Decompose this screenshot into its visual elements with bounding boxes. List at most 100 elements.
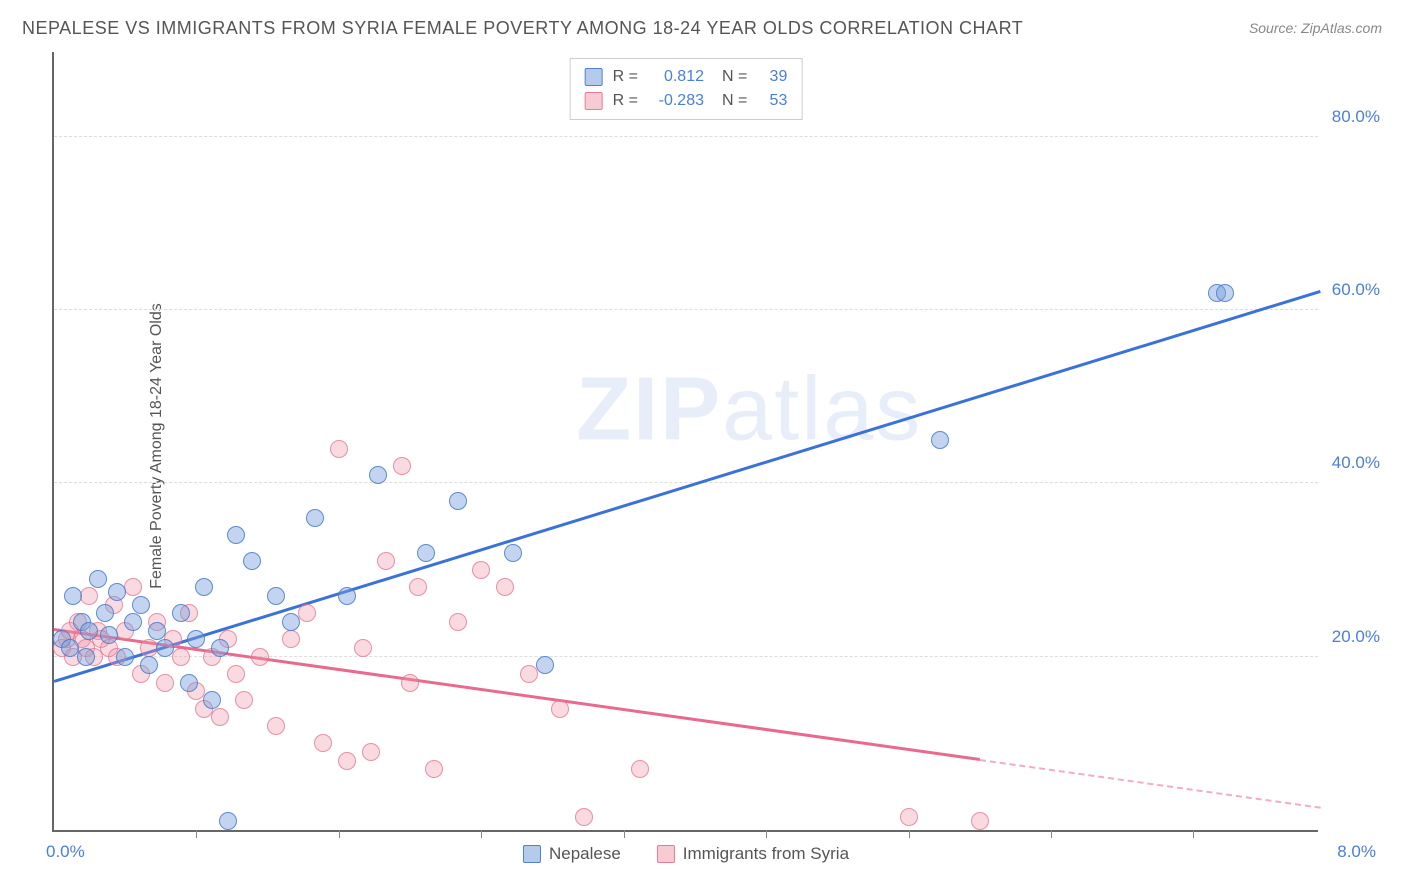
- source-name: ZipAtlas.com: [1301, 20, 1382, 36]
- scatter-point-nepalese: [140, 656, 158, 674]
- scatter-point-syria: [377, 552, 395, 570]
- scatter-point-syria: [362, 743, 380, 761]
- scatter-point-syria: [900, 808, 918, 826]
- scatter-point-syria: [267, 717, 285, 735]
- source-label: Source:: [1249, 20, 1301, 36]
- legend-label-syria: Immigrants from Syria: [683, 844, 849, 864]
- swatch-pink: [585, 92, 603, 110]
- scatter-point-syria: [425, 760, 443, 778]
- scatter-point-syria: [449, 613, 467, 631]
- n-value-nepalese: 39: [757, 65, 787, 89]
- scatter-point-syria: [124, 578, 142, 596]
- scatter-point-nepalese: [96, 604, 114, 622]
- trend-line: [54, 290, 1321, 682]
- x-origin-label: 0.0%: [46, 842, 85, 862]
- scatter-point-nepalese: [100, 626, 118, 644]
- scatter-point-nepalese: [338, 587, 356, 605]
- ytick-label: 60.0%: [1332, 280, 1380, 300]
- swatch-pink: [657, 845, 675, 863]
- gridline-h: [54, 309, 1318, 310]
- scatter-point-syria: [211, 708, 229, 726]
- scatter-point-nepalese: [267, 587, 285, 605]
- xtick: [766, 830, 767, 838]
- scatter-point-nepalese: [243, 552, 261, 570]
- stat-row-syria: R = -0.283 N = 53: [585, 89, 788, 113]
- scatter-point-nepalese: [116, 648, 134, 666]
- scatter-point-syria: [409, 578, 427, 596]
- scatter-point-syria: [156, 674, 174, 692]
- chart-title: NEPALESE VS IMMIGRANTS FROM SYRIA FEMALE…: [22, 18, 1023, 39]
- scatter-point-syria: [472, 561, 490, 579]
- scatter-point-nepalese: [148, 622, 166, 640]
- scatter-point-syria: [251, 648, 269, 666]
- xtick: [624, 830, 625, 838]
- scatter-point-syria: [282, 630, 300, 648]
- scatter-point-nepalese: [108, 583, 126, 601]
- stat-row-nepalese: R = 0.812 N = 39: [585, 65, 788, 89]
- r-value-syria: -0.283: [648, 89, 704, 113]
- scatter-point-nepalese: [219, 812, 237, 830]
- correlation-stats-legend: R = 0.812 N = 39 R = -0.283 N = 53: [570, 58, 803, 120]
- source-attribution: Source: ZipAtlas.com: [1249, 20, 1382, 36]
- x-max-label: 8.0%: [1337, 842, 1376, 862]
- scatter-point-syria: [314, 734, 332, 752]
- scatter-point-nepalese: [156, 639, 174, 657]
- scatter-point-nepalese: [417, 544, 435, 562]
- scatter-point-nepalese: [1216, 284, 1234, 302]
- swatch-blue: [523, 845, 541, 863]
- scatter-point-nepalese: [211, 639, 229, 657]
- scatter-point-nepalese: [80, 622, 98, 640]
- xtick: [481, 830, 482, 838]
- scatter-point-syria: [393, 457, 411, 475]
- scatter-point-nepalese: [306, 509, 324, 527]
- scatter-point-nepalese: [187, 630, 205, 648]
- scatter-point-syria: [631, 760, 649, 778]
- trend-line: [980, 759, 1321, 809]
- gridline-h: [54, 136, 1318, 137]
- scatter-point-syria: [551, 700, 569, 718]
- scatter-point-syria: [235, 691, 253, 709]
- ytick-label: 20.0%: [1332, 627, 1380, 647]
- ytick-label: 40.0%: [1332, 453, 1380, 473]
- legend-label-nepalese: Nepalese: [549, 844, 621, 864]
- xtick: [1193, 830, 1194, 838]
- scatter-point-nepalese: [132, 596, 150, 614]
- scatter-point-nepalese: [536, 656, 554, 674]
- r-value-nepalese: 0.812: [648, 65, 704, 89]
- scatter-point-syria: [338, 752, 356, 770]
- scatter-point-syria: [172, 648, 190, 666]
- scatter-point-syria: [80, 587, 98, 605]
- scatter-point-syria: [354, 639, 372, 657]
- n-label: N =: [722, 65, 747, 89]
- scatter-point-nepalese: [195, 578, 213, 596]
- xtick: [339, 830, 340, 838]
- scatter-point-syria: [330, 440, 348, 458]
- scatter-point-nepalese: [369, 466, 387, 484]
- scatter-point-syria: [575, 808, 593, 826]
- xtick: [1051, 830, 1052, 838]
- legend-item-syria: Immigrants from Syria: [657, 844, 849, 864]
- chart-plot-area: ZIPatlas R = 0.812 N = 39 R = -0.283 N =…: [52, 52, 1318, 832]
- scatter-point-nepalese: [180, 674, 198, 692]
- scatter-point-nepalese: [504, 544, 522, 562]
- r-label: R =: [613, 89, 638, 113]
- scatter-point-nepalese: [203, 691, 221, 709]
- scatter-point-nepalese: [449, 492, 467, 510]
- gridline-h: [54, 482, 1318, 483]
- swatch-blue: [585, 68, 603, 86]
- xtick: [909, 830, 910, 838]
- scatter-point-syria: [401, 674, 419, 692]
- scatter-point-nepalese: [931, 431, 949, 449]
- scatter-point-syria: [298, 604, 316, 622]
- xtick: [196, 830, 197, 838]
- scatter-point-nepalese: [172, 604, 190, 622]
- scatter-point-nepalese: [227, 526, 245, 544]
- watermark: ZIPatlas: [576, 358, 922, 461]
- n-value-syria: 53: [757, 89, 787, 113]
- scatter-point-syria: [971, 812, 989, 830]
- scatter-point-nepalese: [124, 613, 142, 631]
- ytick-label: 80.0%: [1332, 107, 1380, 127]
- watermark-bold: ZIP: [576, 359, 722, 459]
- r-label: R =: [613, 65, 638, 89]
- scatter-point-nepalese: [282, 613, 300, 631]
